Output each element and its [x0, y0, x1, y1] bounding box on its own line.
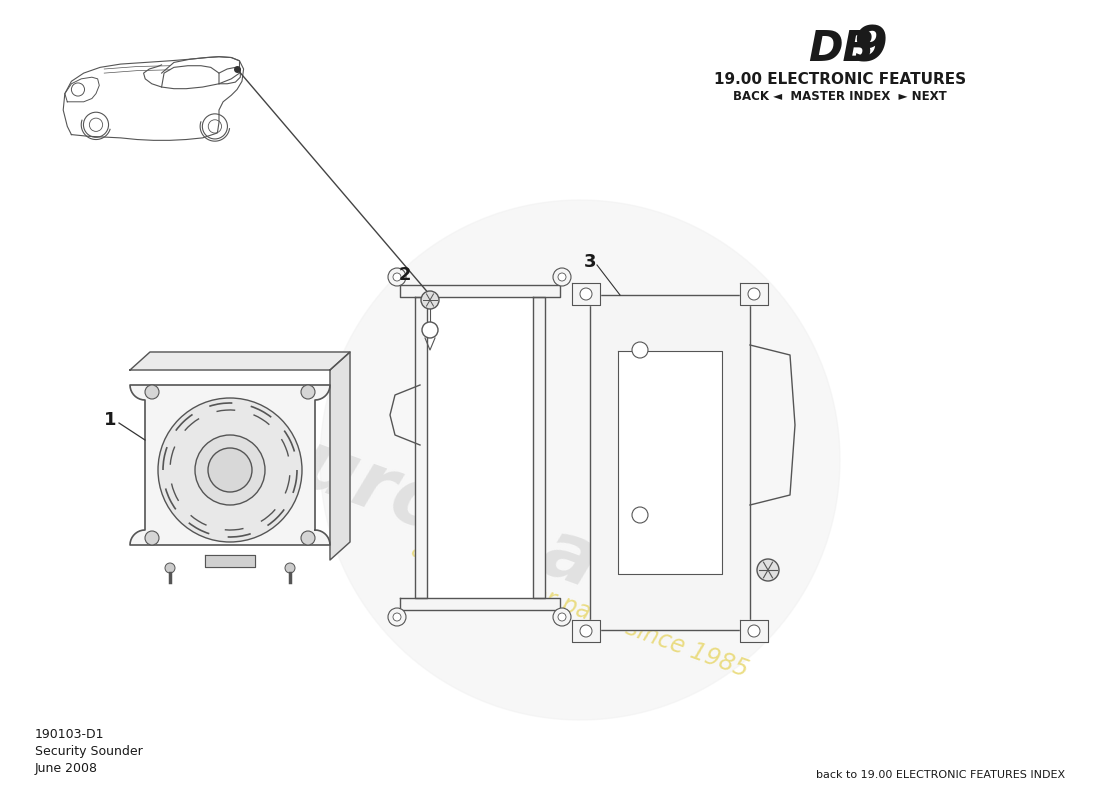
Polygon shape — [415, 297, 427, 598]
Polygon shape — [572, 620, 600, 642]
Polygon shape — [590, 295, 750, 630]
Polygon shape — [427, 297, 534, 598]
Polygon shape — [400, 285, 560, 297]
Circle shape — [208, 448, 252, 492]
Text: June 2008: June 2008 — [35, 762, 98, 775]
Text: 3: 3 — [584, 253, 596, 271]
Circle shape — [388, 268, 406, 286]
Circle shape — [195, 435, 265, 505]
Polygon shape — [320, 200, 840, 720]
Text: DB: DB — [808, 28, 874, 70]
Circle shape — [165, 563, 175, 573]
Circle shape — [748, 625, 760, 637]
Polygon shape — [534, 297, 544, 598]
Circle shape — [553, 608, 571, 626]
Circle shape — [393, 613, 402, 621]
Circle shape — [145, 531, 160, 545]
Text: 2: 2 — [398, 266, 411, 284]
Polygon shape — [330, 352, 350, 560]
Circle shape — [553, 268, 571, 286]
Circle shape — [393, 273, 402, 281]
Circle shape — [145, 385, 160, 399]
Circle shape — [580, 288, 592, 300]
Circle shape — [158, 398, 302, 542]
Text: eurospares: eurospares — [238, 406, 743, 654]
Circle shape — [558, 613, 566, 621]
Circle shape — [748, 288, 760, 300]
Polygon shape — [572, 283, 600, 305]
Polygon shape — [618, 351, 722, 574]
Circle shape — [632, 507, 648, 523]
Text: Security Sounder: Security Sounder — [35, 745, 143, 758]
Polygon shape — [740, 620, 768, 642]
Circle shape — [422, 322, 438, 338]
Circle shape — [285, 563, 295, 573]
Polygon shape — [130, 352, 350, 370]
Circle shape — [388, 608, 406, 626]
Polygon shape — [400, 598, 560, 610]
Circle shape — [301, 385, 315, 399]
Circle shape — [632, 342, 648, 358]
Text: back to 19.00 ELECTRONIC FEATURES INDEX: back to 19.00 ELECTRONIC FEATURES INDEX — [816, 770, 1065, 780]
Circle shape — [421, 291, 439, 309]
Polygon shape — [205, 555, 255, 567]
Text: 190103-D1: 190103-D1 — [35, 728, 104, 741]
Polygon shape — [130, 385, 330, 545]
Circle shape — [558, 273, 566, 281]
Circle shape — [301, 531, 315, 545]
Circle shape — [580, 625, 592, 637]
Text: 19.00 ELECTRONIC FEATURES: 19.00 ELECTRONIC FEATURES — [714, 72, 966, 87]
Polygon shape — [740, 283, 768, 305]
Text: a passion for parts since 1985: a passion for parts since 1985 — [408, 538, 751, 682]
Text: 9: 9 — [852, 24, 888, 72]
Text: 1: 1 — [103, 411, 117, 429]
Circle shape — [757, 559, 779, 581]
Text: BACK ◄  MASTER INDEX  ► NEXT: BACK ◄ MASTER INDEX ► NEXT — [733, 90, 947, 103]
